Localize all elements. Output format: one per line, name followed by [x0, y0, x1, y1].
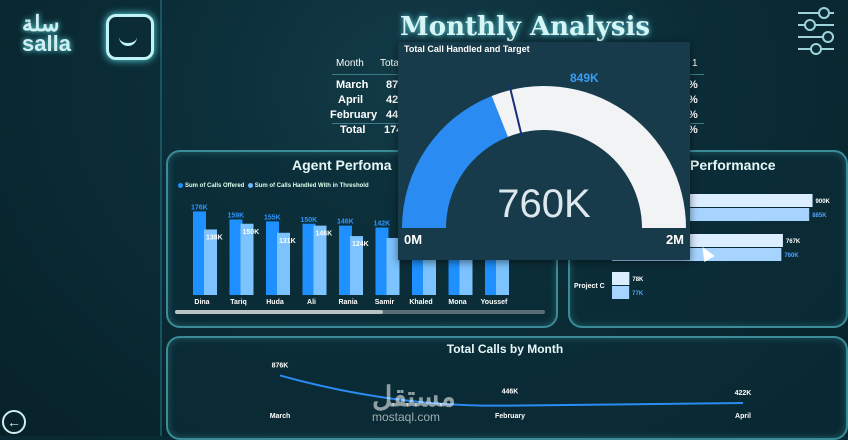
- legend-handled: Sum of Calls Handled With in Threshold: [254, 183, 369, 190]
- watermark-arabic: مستقل: [372, 381, 456, 412]
- project-bar-label: 760K: [784, 253, 799, 259]
- gauge-min-label: 0M: [404, 232, 423, 247]
- filter-sliders-icon[interactable]: [798, 6, 834, 55]
- calls-tick-label: April: [735, 413, 751, 420]
- agent-bar-label: 146K: [337, 219, 354, 226]
- gauge-chart: [402, 85, 686, 229]
- table-row-total: Total 174 %: [340, 124, 698, 136]
- agent-bar: [240, 223, 254, 295]
- agent-bar: [350, 236, 363, 295]
- agent-tick-label: Samir: [375, 299, 395, 306]
- agent-tick-label: Ali: [307, 299, 316, 306]
- scrollbar-thumb[interactable]: [175, 310, 383, 314]
- agent-bar-label: 150K: [243, 229, 260, 236]
- agent-bar: [204, 229, 217, 295]
- project-bar-label: 77K: [632, 291, 644, 297]
- watermark-latin: mostaql.com: [372, 410, 441, 424]
- agent-bar-label: 176K: [191, 204, 208, 211]
- gauge-target-marker: [508, 85, 523, 137]
- agent-tick-label: Rania: [338, 299, 357, 306]
- calls-panel-title: Total Calls by Month: [446, 342, 564, 356]
- logo-wordmark: سلة salla: [22, 11, 71, 56]
- project-bar-label: 767K: [786, 239, 801, 245]
- agent-bar: [193, 211, 206, 295]
- agent-chart-scrollbar[interactable]: [175, 310, 545, 314]
- agent-bar-label: 131K: [279, 238, 296, 245]
- agent-bar: [375, 227, 389, 295]
- agent-bar: [266, 221, 279, 295]
- project-bar: [612, 272, 630, 285]
- calls-by-month-panel: [166, 336, 848, 440]
- agent-panel-title: Agent Perfoma: [292, 157, 392, 173]
- project-bar-label: 900K: [816, 199, 831, 205]
- table-row: February 44 %: [330, 109, 698, 121]
- back-arrow-icon[interactable]: ←: [2, 410, 26, 434]
- table-header-month: Month: [336, 58, 364, 69]
- calls-point-label: 876K: [272, 362, 289, 369]
- gauge-popup[interactable]: Total Call Handled and Target 849K 760K …: [398, 42, 690, 260]
- gauge-max-label: 2M: [665, 232, 684, 247]
- table-header-pct: 1: [692, 58, 698, 69]
- agent-bar-label: 150K: [301, 217, 318, 224]
- calls-tick-label: March: [270, 413, 291, 420]
- agent-tick-label: Huda: [266, 299, 284, 306]
- agent-bar-label: 146K: [316, 231, 333, 238]
- table-header-total: Tota: [380, 58, 399, 69]
- agent-tick-label: Dina: [194, 299, 209, 306]
- gauge-value: 760K: [497, 182, 591, 226]
- calls-point-label: 422K: [735, 390, 752, 397]
- agent-bar-label: 138K: [206, 234, 223, 241]
- gauge-filled-arc: [402, 95, 508, 228]
- agent-bar-chart: 176K 138K Dina 159K 150K Tariq 155K 131K Huda 150…: [191, 204, 509, 306]
- calls-point-label: 446K: [502, 389, 519, 396]
- project-bar-label: 78K: [632, 277, 644, 283]
- agent-tick-label: Tariq: [230, 299, 247, 306]
- agent-bar: [277, 232, 290, 295]
- project-panel-title: Performance: [690, 157, 776, 173]
- calls-line-chart: 876K March 446K February 422K April: [270, 362, 752, 420]
- project-tick-label: Project C: [574, 283, 605, 290]
- agent-bar-label: 155K: [264, 214, 281, 221]
- project-bar-label: 885K: [812, 213, 827, 219]
- agent-bar: [313, 225, 327, 295]
- logo-bag-icon: [106, 14, 154, 60]
- agent-bar: [302, 223, 316, 295]
- agent-chart-legend: Sum of Calls Offered Sum of Calls Handle…: [178, 183, 369, 189]
- gauge-title: Total Call Handled and Target: [404, 44, 530, 54]
- calls-line: [279, 374, 744, 407]
- legend-offered: Sum of Calls Offered: [185, 183, 245, 190]
- agent-bar: [496, 253, 509, 295]
- agent-tick-label: Mona: [448, 299, 466, 306]
- project-bar: [612, 286, 630, 299]
- agent-bar-label: 142K: [374, 221, 391, 228]
- agent-bar: [386, 238, 400, 295]
- agent-bar-label: 159K: [228, 212, 245, 219]
- agent-tick-label: Khaled: [409, 299, 432, 306]
- agent-bar-label: 124K: [352, 241, 369, 248]
- agent-tick-label: Youssef: [481, 299, 508, 306]
- page-title: Monthly Analysis: [400, 12, 651, 42]
- gauge-target-label: 849K: [570, 71, 599, 85]
- sidebar-divider: [160, 0, 162, 436]
- salla-logo[interactable]: سلة salla: [22, 11, 154, 60]
- table-row: March 87 %: [336, 79, 698, 91]
- calls-tick-label: February: [495, 413, 525, 420]
- table-row: April 42 %: [338, 94, 698, 106]
- agent-bar: [339, 225, 352, 295]
- agent-bar: [229, 219, 243, 295]
- gauge-empty-arc: [491, 86, 686, 229]
